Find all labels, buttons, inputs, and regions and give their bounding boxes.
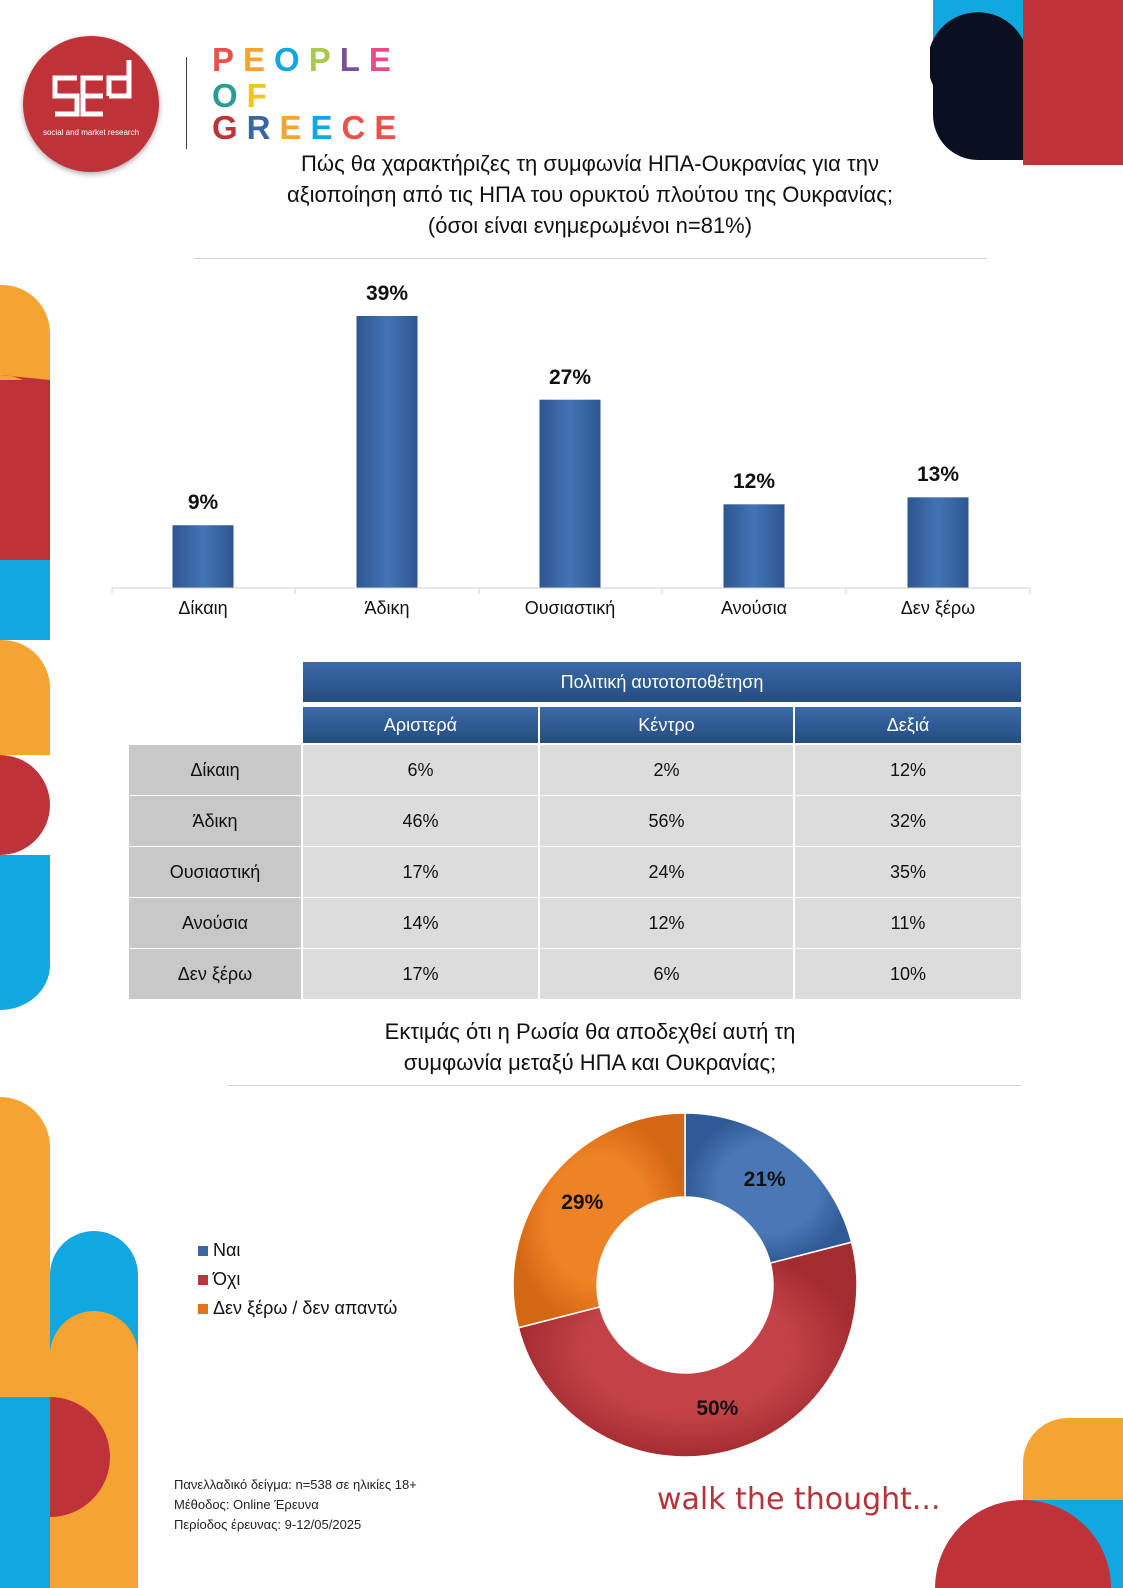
- program-logo-letter: F: [246, 77, 276, 114]
- donut-value-label: 21%: [743, 1168, 786, 1192]
- table-cell: 14%: [303, 898, 538, 948]
- company-logo: social and market research: [23, 36, 159, 172]
- table-cell: 6%: [540, 949, 793, 999]
- donut-slice-1: [684, 1112, 853, 1265]
- legend-swatch: [198, 1246, 208, 1256]
- header-separator: [186, 57, 187, 149]
- table-cell: 56%: [540, 796, 793, 846]
- program-logo-letter: R: [246, 109, 280, 146]
- table-column-header: Δεξιά: [795, 707, 1021, 743]
- program-logo-line-1: PEOPLE: [212, 42, 400, 78]
- bar-chart-title-line-2: αξιοποίηση από τις ΗΠΑ του ορυκτού πλούτ…: [287, 182, 893, 207]
- donut-slice-3: [512, 1112, 686, 1329]
- program-logo-line-2: OF: [212, 78, 276, 114]
- table-group-header: Πολιτική αυτοτοποθέτηση: [303, 662, 1021, 702]
- table-cell: 32%: [795, 796, 1021, 846]
- table-cell: 35%: [795, 847, 1021, 897]
- table-cell: 12%: [795, 745, 1021, 795]
- legend-item: Δεν ξέρω / δεν απαντώ: [198, 1296, 397, 1320]
- table-cell: 12%: [540, 898, 793, 948]
- legend-label: Ναι: [213, 1240, 241, 1260]
- x-tick-label: Άδικη: [364, 598, 410, 618]
- bar-value-label: 12%: [732, 470, 776, 494]
- donut-value-label: 50%: [696, 1396, 739, 1420]
- table-cell: 17%: [303, 949, 538, 999]
- legend-swatch: [198, 1304, 208, 1314]
- legend-item: Όχι: [198, 1267, 240, 1291]
- program-logo-letter: G: [212, 109, 247, 146]
- footnote-method: Μέθοδος: Online Έρευνα: [174, 1497, 319, 1512]
- bottom-right-decoration: [935, 1418, 1123, 1588]
- bar-3: [539, 399, 601, 588]
- logo-caption: social and market research: [42, 128, 140, 137]
- program-logo-letter: E: [243, 41, 275, 78]
- donut-chart: [512, 1112, 858, 1458]
- x-tick-label: Ουσιαστική: [524, 598, 616, 618]
- table-row-header: Ουσιαστική: [129, 847, 301, 897]
- bar-1: [172, 525, 234, 588]
- program-logo-letter: O: [274, 41, 309, 78]
- donut-chart-title-line-1: Εκτιμάς ότι η Ρωσία θα αποδεχθεί αυτή τη: [384, 1019, 796, 1044]
- bar-chart-title-line-1: Πώς θα χαρακτήριζες τη συμφωνία ΗΠΑ-Ουκρ…: [301, 151, 879, 176]
- bar-chart: [111, 316, 1031, 594]
- bottom-left-decoration: [0, 1097, 138, 1588]
- table-cell: 17%: [303, 847, 538, 897]
- x-tick-label: Δίκαιη: [178, 598, 228, 618]
- table-cell: 11%: [795, 898, 1021, 948]
- bar-4: [723, 504, 785, 588]
- donut-title-divider: [228, 1085, 1021, 1086]
- legend-label: Δεν ξέρω / δεν απαντώ: [213, 1298, 398, 1318]
- donut-value-label: 29%: [561, 1191, 604, 1215]
- table-cell: 24%: [540, 847, 793, 897]
- footnote-sample: Πανελλαδικό δείγμα: n=538 σε ηλικίες 18+: [174, 1477, 417, 1492]
- bar-chart-title-line-3: (όσοι είναι ενημερωμένοι n=81%): [427, 213, 753, 238]
- table-column-header: Αριστερά: [303, 707, 538, 743]
- program-logo-letter: E: [368, 41, 400, 78]
- bar-value-label: 13%: [916, 463, 960, 487]
- program-logo-letter: L: [339, 41, 369, 78]
- program-logo-letter: E: [374, 109, 406, 146]
- x-tick-label: Ανούσια: [720, 598, 788, 618]
- program-logo-letter: E: [310, 109, 342, 146]
- table-row-header: Ανούσια: [129, 898, 301, 948]
- left-edge-decoration: [0, 285, 52, 1010]
- table-row-header: Δεν ξέρω: [129, 949, 301, 999]
- program-logo-letter: P: [308, 41, 340, 78]
- bar-value-label: 27%: [548, 365, 592, 389]
- table-row-header: Άδικη: [129, 796, 301, 846]
- program-logo-letter: P: [212, 41, 244, 78]
- logo-mark-icon: [52, 60, 132, 117]
- program-logo-letter: C: [341, 109, 375, 146]
- x-tick-label: Δεν ξέρω: [900, 598, 976, 618]
- donut-chart-title: Εκτιμάς ότι η Ρωσία θα αποδεχθεί αυτή τη…: [260, 1016, 920, 1078]
- bar-chart-title: Πώς θα χαρακτήριζες τη συμφωνία ΗΠΑ-Ουκρ…: [200, 148, 980, 241]
- donut-slice-2: [517, 1241, 858, 1458]
- table-cell: 2%: [540, 745, 793, 795]
- table-cell: 6%: [303, 745, 538, 795]
- program-logo-letter: E: [279, 109, 311, 146]
- footnote-period: Περίοδος έρευνας: 9-12/05/2025: [174, 1517, 362, 1532]
- legend-swatch: [198, 1275, 208, 1285]
- bar-value-label: 9%: [187, 491, 219, 515]
- table-row-header: Δίκαιη: [129, 745, 301, 795]
- title-divider: [194, 258, 987, 259]
- legend-item: Ναι: [198, 1238, 240, 1262]
- table-cell: 46%: [303, 796, 538, 846]
- brand-tagline: walk the thought...: [657, 1482, 941, 1517]
- table-cell: 10%: [795, 949, 1021, 999]
- table-column-header: Κέντρο: [540, 707, 793, 743]
- bar-2: [356, 316, 418, 588]
- donut-chart-title-line-2: συμφωνία μεταξύ ΗΠΑ και Ουκρανίας;: [403, 1050, 777, 1075]
- program-logo-letter: O: [212, 77, 247, 114]
- legend-label: Όχι: [213, 1269, 241, 1289]
- bar-5: [907, 497, 969, 588]
- corner-decoration-top-right: [930, 0, 1123, 165]
- bar-value-label: 39%: [365, 282, 409, 305]
- program-logo-line-3: GREECE: [212, 110, 405, 146]
